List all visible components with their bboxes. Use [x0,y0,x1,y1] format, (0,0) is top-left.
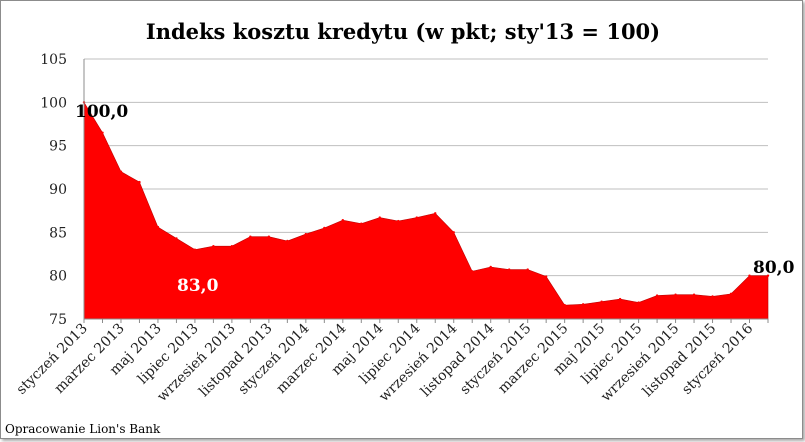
y-tick-label: 105 [40,52,67,68]
data-point [729,292,733,296]
data-point [618,297,622,301]
data-label-minimum: 83,0 [177,276,219,296]
data-point [434,212,437,215]
data-label-start: 100,0 [75,102,128,122]
data-point [119,170,123,173]
y-tick-label: 85 [49,225,67,241]
plot-area [82,101,770,320]
y-tick-label: 90 [49,182,67,198]
data-label-end: 80,0 [753,258,795,278]
data-point [286,239,289,243]
data-point [655,294,659,297]
data-point [193,248,197,251]
y-tick-label: 75 [49,312,67,328]
data-point [249,235,252,238]
data-point [471,270,474,273]
y-tick-label: 80 [49,269,67,285]
data-point [138,180,141,184]
data-point [230,245,234,248]
data-point [267,235,271,238]
data-point [156,225,160,229]
chart-title: Indeks kosztu kredytu (w pkt; sty'13 = 1… [146,19,660,44]
data-point [175,237,178,240]
data-point [397,219,400,223]
data-point [360,222,363,225]
data-point [304,232,308,236]
data-point [341,219,345,222]
data-point [323,226,326,230]
data-point [748,274,751,277]
data-point [563,303,566,307]
data-point [711,295,714,298]
source-note: Opracowanie Lion's Bank [5,422,161,436]
data-point [581,303,585,306]
data-point [101,131,104,134]
data-point [766,274,770,277]
data-point [637,301,640,304]
data-point [692,293,696,296]
data-point [415,216,418,219]
y-tick-label: 100 [40,95,67,111]
y-tick-label: 95 [49,139,67,155]
data-point [489,265,492,269]
data-point [452,231,455,234]
data-point [674,293,677,296]
data-point [544,275,548,278]
data-point [378,216,381,219]
y-axis: 75 80 85 90 95 100 105 [40,52,85,328]
data-point [212,245,215,248]
data-point [600,300,603,303]
data-point [507,268,511,271]
data-point [526,268,529,271]
